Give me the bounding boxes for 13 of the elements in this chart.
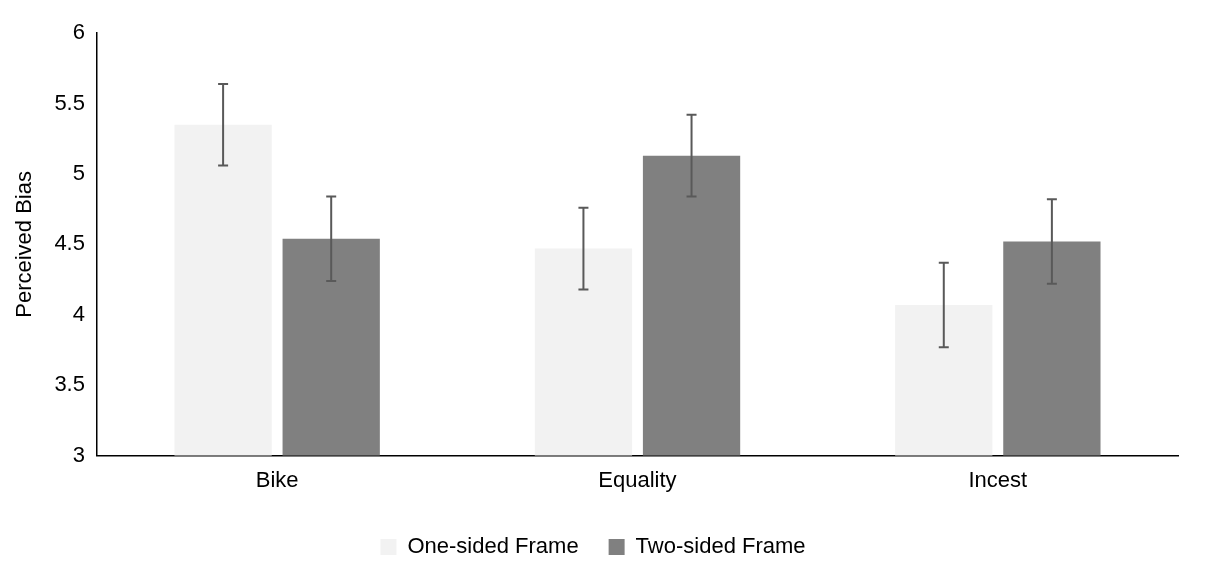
y-tick-label: 6 bbox=[72, 19, 85, 45]
x-tick-label: Incest bbox=[968, 466, 1028, 492]
y-tick-label: 3.5 bbox=[54, 371, 85, 397]
x-tick-label: Bike bbox=[255, 466, 299, 492]
legend-label: One-sided Frame bbox=[407, 533, 579, 559]
y-tick-label: 4.5 bbox=[54, 230, 85, 256]
y-tick-label: 5.5 bbox=[54, 89, 85, 115]
y-tick-label: 5 bbox=[72, 160, 85, 186]
x-tick-label: Equality bbox=[598, 466, 677, 492]
y-axis-title: Perceived Bias bbox=[11, 171, 37, 318]
y-tick-label: 3 bbox=[72, 441, 85, 467]
y-tick-label: 4 bbox=[72, 300, 85, 326]
legend-label: Two-sided Frame bbox=[635, 533, 806, 559]
